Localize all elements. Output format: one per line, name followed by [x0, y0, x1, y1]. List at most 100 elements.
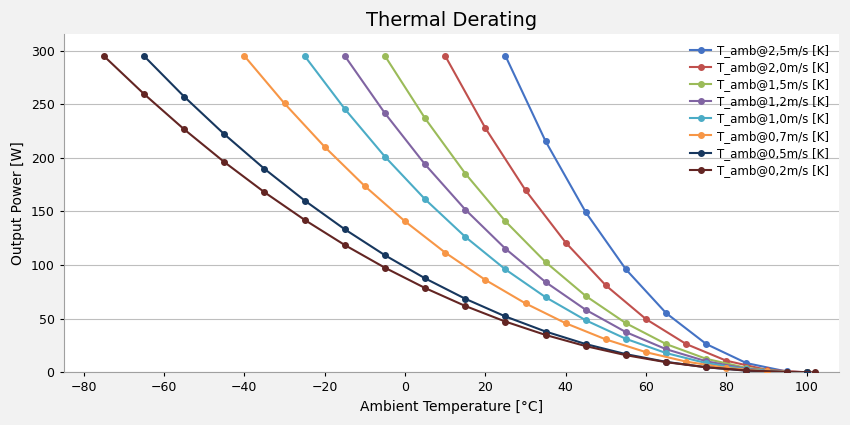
T_amb@0,5m/s [K] — [661, 359, 672, 364]
T_amb@1,5m/s [K] — [581, 294, 591, 299]
T_amb@1,5m/s [K] — [541, 260, 551, 265]
T_amb@0,7m/s [K] — [480, 278, 490, 283]
T_amb@1,5m/s [K] — [781, 369, 791, 374]
T_amb@0,5m/s [K] — [741, 368, 751, 373]
T_amb@0,2m/s [K] — [620, 353, 631, 358]
T_amb@0,5m/s [K] — [541, 329, 551, 334]
T_amb@1,0m/s [K] — [299, 54, 309, 59]
T_amb@0,7m/s [K] — [280, 101, 290, 106]
T_amb@0,2m/s [K] — [340, 243, 350, 248]
T_amb@0,2m/s [K] — [179, 127, 190, 132]
T_amb@0,5m/s [K] — [299, 198, 309, 203]
T_amb@1,0m/s [K] — [620, 336, 631, 341]
T_amb@2,5m/s [K] — [701, 342, 711, 347]
T_amb@0,7m/s [K] — [762, 369, 772, 374]
T_amb@1,5m/s [K] — [501, 219, 511, 224]
T_amb@1,2m/s [K] — [701, 359, 711, 364]
T_amb@1,0m/s [K] — [380, 154, 390, 159]
T_amb@0,5m/s [K] — [219, 132, 230, 137]
T_amb@1,5m/s [K] — [701, 356, 711, 361]
T_amb@1,2m/s [K] — [380, 111, 390, 116]
T_amb@0,2m/s [K] — [420, 286, 430, 291]
T_amb@1,0m/s [K] — [701, 360, 711, 366]
T_amb@0,2m/s [K] — [299, 217, 309, 222]
T_amb@0,7m/s [K] — [520, 301, 530, 306]
T_amb@2,5m/s [K] — [802, 370, 812, 375]
Line: T_amb@1,0m/s [K]: T_amb@1,0m/s [K] — [302, 53, 809, 375]
T_amb@0,2m/s [K] — [460, 303, 470, 309]
T_amb@2,0m/s [K] — [762, 367, 772, 372]
T_amb@0,5m/s [K] — [781, 370, 791, 375]
T_amb@2,0m/s [K] — [480, 125, 490, 130]
T_amb@0,5m/s [K] — [420, 276, 430, 281]
T_amb@1,2m/s [K] — [661, 347, 672, 352]
T_amb@0,7m/s [K] — [681, 359, 691, 364]
Legend: T_amb@2,5m/s [K], T_amb@2,0m/s [K], T_amb@1,5m/s [K], T_amb@1,2m/s [K], T_amb@1,: T_amb@2,5m/s [K], T_amb@2,0m/s [K], T_am… — [687, 40, 833, 180]
T_amb@0,2m/s [K] — [661, 360, 672, 365]
T_amb@2,5m/s [K] — [661, 311, 672, 316]
T_amb@0,2m/s [K] — [810, 370, 820, 375]
T_amb@0,5m/s [K] — [802, 370, 812, 375]
T_amb@1,5m/s [K] — [420, 116, 430, 121]
T_amb@2,0m/s [K] — [681, 342, 691, 347]
T_amb@1,5m/s [K] — [460, 171, 470, 176]
T_amb@2,5m/s [K] — [501, 54, 511, 59]
T_amb@1,0m/s [K] — [501, 267, 511, 272]
T_amb@0,7m/s [K] — [239, 54, 249, 59]
T_amb@0,2m/s [K] — [380, 265, 390, 270]
T_amb@0,5m/s [K] — [701, 365, 711, 370]
T_amb@0,7m/s [K] — [360, 184, 370, 189]
T_amb@1,5m/s [K] — [741, 366, 751, 371]
T_amb@2,5m/s [K] — [781, 369, 791, 374]
T_amb@0,5m/s [K] — [259, 166, 269, 171]
T_amb@2,5m/s [K] — [741, 360, 751, 366]
T_amb@0,7m/s [K] — [601, 337, 611, 342]
T_amb@0,2m/s [K] — [99, 54, 109, 59]
Line: T_amb@0,7m/s [K]: T_amb@0,7m/s [K] — [241, 53, 809, 375]
Line: T_amb@2,0m/s [K]: T_amb@2,0m/s [K] — [443, 53, 809, 375]
T_amb@0,7m/s [K] — [641, 350, 651, 355]
Line: T_amb@1,5m/s [K]: T_amb@1,5m/s [K] — [382, 53, 809, 375]
T_amb@0,2m/s [K] — [139, 91, 149, 96]
Line: T_amb@2,5m/s [K]: T_amb@2,5m/s [K] — [502, 53, 809, 375]
T_amb@2,5m/s [K] — [581, 210, 591, 215]
T_amb@2,0m/s [K] — [722, 358, 732, 363]
T_amb@0,2m/s [K] — [541, 332, 551, 337]
T_amb@0,7m/s [K] — [440, 250, 450, 255]
T_amb@0,2m/s [K] — [781, 369, 791, 374]
T_amb@1,2m/s [K] — [802, 370, 812, 375]
T_amb@2,5m/s [K] — [541, 139, 551, 144]
T_amb@0,2m/s [K] — [219, 159, 230, 164]
T_amb@2,0m/s [K] — [601, 283, 611, 288]
T_amb@0,5m/s [K] — [139, 54, 149, 59]
T_amb@1,2m/s [K] — [541, 280, 551, 285]
T_amb@1,5m/s [K] — [802, 370, 812, 375]
T_amb@1,2m/s [K] — [581, 307, 591, 312]
T_amb@0,5m/s [K] — [380, 253, 390, 258]
T_amb@1,0m/s [K] — [661, 351, 672, 356]
T_amb@0,2m/s [K] — [701, 365, 711, 370]
T_amb@0,7m/s [K] — [561, 321, 571, 326]
T_amb@0,5m/s [K] — [340, 227, 350, 232]
T_amb@1,5m/s [K] — [661, 342, 672, 347]
T_amb@1,0m/s [K] — [581, 318, 591, 323]
Title: Thermal Derating: Thermal Derating — [366, 11, 537, 30]
T_amb@0,5m/s [K] — [620, 351, 631, 357]
T_amb@0,5m/s [K] — [179, 94, 190, 99]
T_amb@1,2m/s [K] — [501, 246, 511, 251]
T_amb@1,2m/s [K] — [340, 54, 350, 59]
Line: T_amb@1,2m/s [K]: T_amb@1,2m/s [K] — [342, 53, 809, 375]
T_amb@2,0m/s [K] — [641, 317, 651, 322]
T_amb@0,5m/s [K] — [460, 296, 470, 301]
T_amb@1,2m/s [K] — [741, 366, 751, 371]
T_amb@2,0m/s [K] — [802, 370, 812, 375]
T_amb@1,0m/s [K] — [541, 295, 551, 300]
T_amb@1,5m/s [K] — [380, 54, 390, 59]
T_amb@0,2m/s [K] — [259, 190, 269, 195]
T_amb@1,0m/s [K] — [420, 197, 430, 202]
T_amb@0,5m/s [K] — [501, 314, 511, 319]
T_amb@1,0m/s [K] — [802, 370, 812, 375]
T_amb@0,7m/s [K] — [802, 370, 812, 375]
T_amb@0,5m/s [K] — [581, 342, 591, 347]
T_amb@1,5m/s [K] — [620, 321, 631, 326]
